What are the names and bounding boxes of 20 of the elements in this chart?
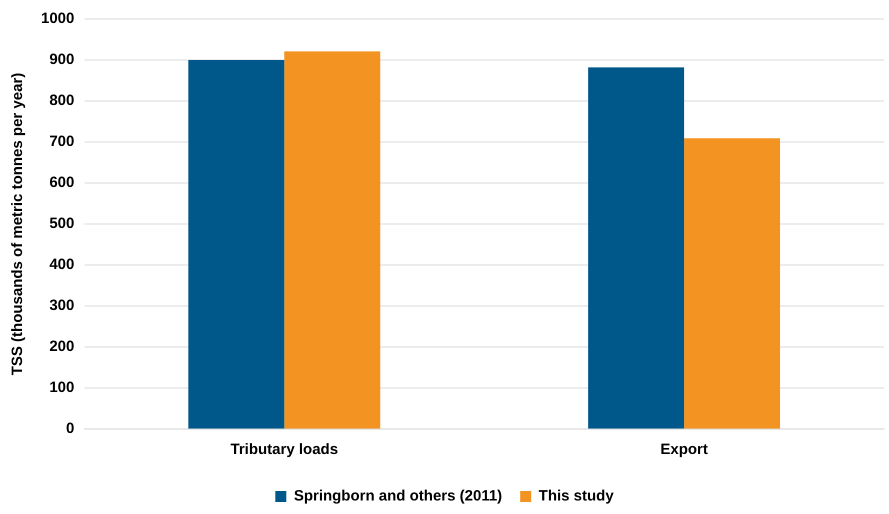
y-tick-label: 100 (49, 379, 74, 396)
y-tick-label: 400 (49, 256, 74, 274)
y-axis-title: TSS (thousands of metric tonnes per year) (9, 72, 26, 376)
bar (284, 51, 380, 428)
y-tick-label: 0 (66, 420, 74, 438)
bar (588, 67, 684, 428)
legend-label: Springborn and others (2011) (294, 488, 502, 505)
y-tick-label: 900 (49, 51, 74, 68)
y-tick-label: 1000 (40, 10, 74, 28)
bar (684, 138, 780, 428)
x-tick-label: Tributary loads (230, 441, 338, 458)
y-tick-label: 200 (49, 338, 74, 356)
x-tick-label: Export (660, 441, 708, 458)
bar (188, 60, 284, 428)
legend-label: This study (538, 488, 614, 505)
y-tick-label: 500 (49, 215, 74, 232)
y-tick-label: 800 (49, 92, 74, 110)
y-tick-label: 300 (49, 297, 74, 314)
y-tick-label: 700 (49, 133, 74, 150)
y-tick-label: 600 (49, 174, 74, 192)
